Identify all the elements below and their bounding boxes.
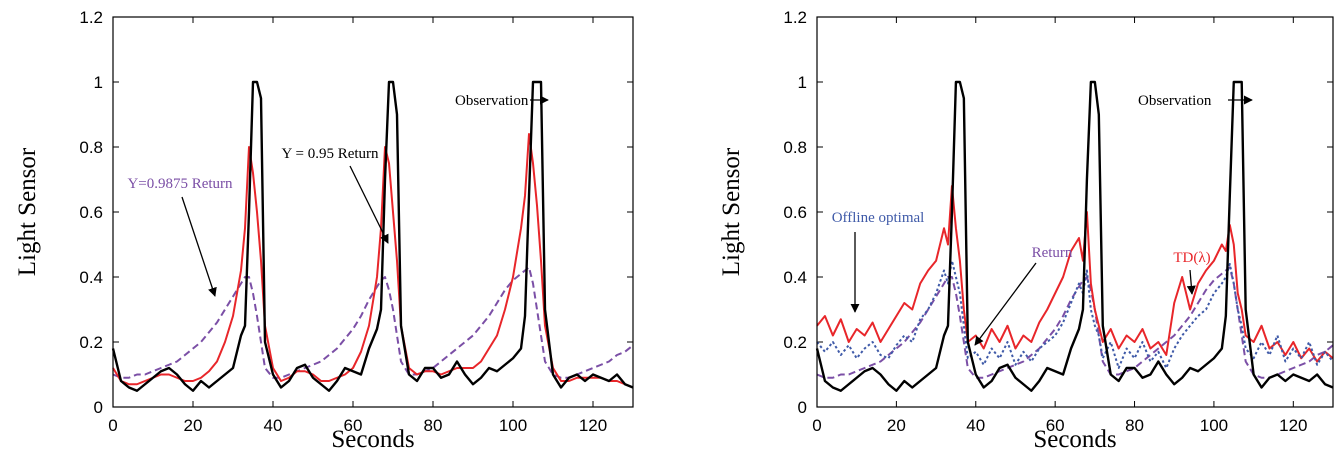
y-tick-label: 0.4 xyxy=(783,268,807,287)
x-tick-label: 100 xyxy=(499,416,527,435)
series-line xyxy=(816,259,1334,369)
annotation: Observation xyxy=(455,93,529,109)
y-axis-title: Light Sensor xyxy=(14,147,41,276)
x-tick-label: 60 xyxy=(344,416,363,435)
y-tick-label: 0 xyxy=(94,398,103,417)
x-tick-label: 0 xyxy=(812,416,821,435)
annotation-arrow xyxy=(1186,269,1196,295)
y-tick-label: 1 xyxy=(94,73,103,92)
y-tick-label: 0 xyxy=(798,398,807,417)
y-tick-label: 0.8 xyxy=(79,138,103,157)
annotation: Return xyxy=(1032,245,1073,261)
x-tick-label: 120 xyxy=(1279,416,1307,435)
x-tick-label: 0 xyxy=(108,416,117,435)
y-tick-label: 1 xyxy=(798,73,807,92)
y-tick-label: 1.2 xyxy=(783,8,807,27)
x-tick-label: 100 xyxy=(1200,416,1228,435)
plot-frame xyxy=(112,16,634,408)
x-axis-title: Seconds xyxy=(1033,426,1116,449)
plot-frame xyxy=(816,16,1334,408)
y-tick-label: 0.8 xyxy=(783,138,807,157)
annotation-arrow xyxy=(974,262,1037,346)
series-line xyxy=(816,185,1334,363)
y-tick-label: 1.2 xyxy=(79,8,103,27)
annotation-arrow xyxy=(181,196,217,297)
x-tick-label: 120 xyxy=(579,416,607,435)
x-tick-label: 60 xyxy=(1046,416,1065,435)
x-tick-label: 20 xyxy=(184,416,203,435)
y-tick-label: 0.6 xyxy=(783,203,807,222)
x-tick-label: 40 xyxy=(966,416,985,435)
annotation: Υ = 0.95 Return xyxy=(281,146,379,162)
series-line xyxy=(815,80,1334,392)
annotation: Observation xyxy=(1138,93,1212,109)
series-line xyxy=(111,80,634,392)
x-tick-label: 80 xyxy=(1125,416,1144,435)
series-line xyxy=(112,133,634,389)
y-tick-label: 0.2 xyxy=(79,333,103,352)
annotation-arrow xyxy=(349,165,389,244)
y-axis-title: Light Sensor xyxy=(718,147,745,276)
series-line xyxy=(112,266,634,379)
x-tick-label: 40 xyxy=(264,416,283,435)
x-tick-label: 80 xyxy=(424,416,443,435)
annotation: Offline optimal xyxy=(832,210,925,226)
series-line xyxy=(816,266,1334,379)
x-tick-label: 20 xyxy=(887,416,906,435)
y-tick-label: 0.4 xyxy=(79,268,103,287)
y-tick-label: 0.2 xyxy=(783,333,807,352)
x-axis-title: Seconds xyxy=(331,426,414,449)
annotation: Υ=0.9875 Return xyxy=(127,176,233,192)
y-tick-label: 0.6 xyxy=(79,203,103,222)
annotation: TD(λ) xyxy=(1173,250,1210,266)
